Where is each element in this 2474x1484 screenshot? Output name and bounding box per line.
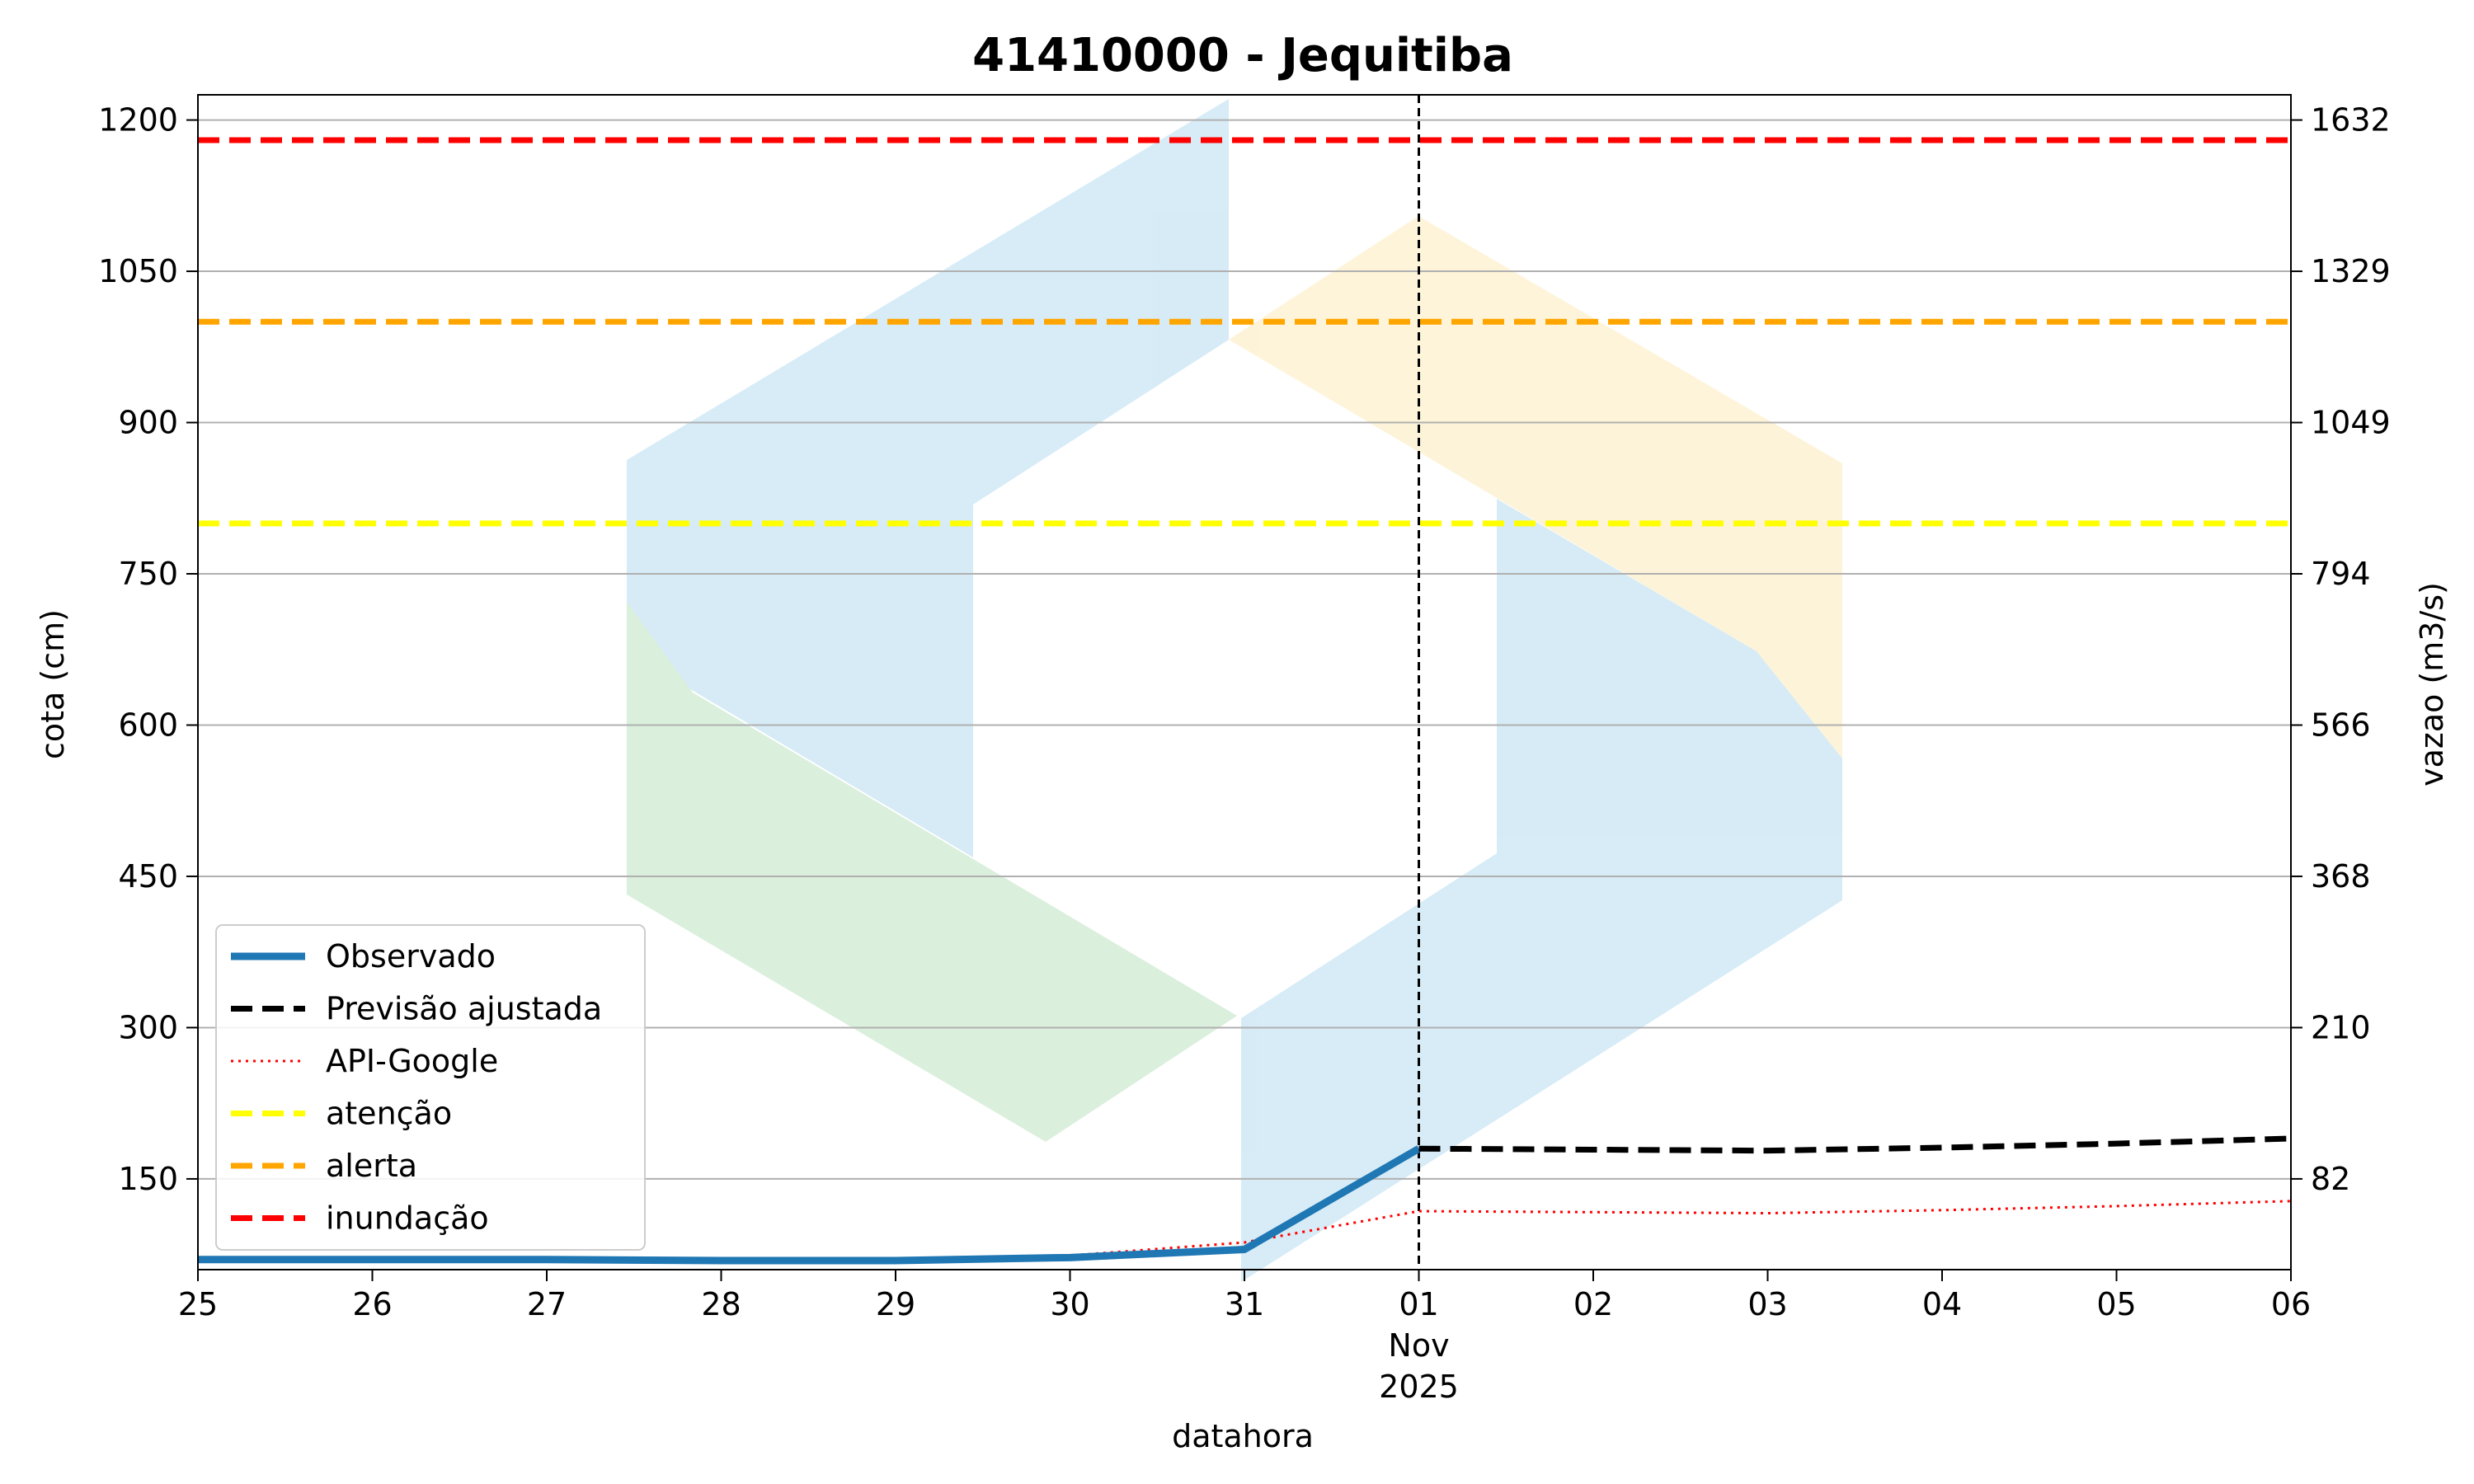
- x-tick-label: 28: [701, 1286, 741, 1322]
- x-axis-label: datahora: [1172, 1418, 1314, 1454]
- x-tick-label: 29: [876, 1286, 915, 1322]
- y-tick-label: 150: [118, 1161, 178, 1197]
- y-axis-right: 82 210 368 566 794 1049 1329 1632: [2291, 102, 2391, 1197]
- x-tick-label: 30: [1050, 1286, 1089, 1322]
- x-tick-sublabel: 2025: [1379, 1369, 1459, 1405]
- y-tick-label: 450: [118, 858, 178, 895]
- x-tick-label: 25: [178, 1286, 218, 1322]
- y-axis-left: 150 300 450 600 750 900 1050 1200: [98, 102, 198, 1197]
- y2-axis-label: vazao (m3/s): [2414, 582, 2450, 787]
- series-line: [1418, 1135, 2292, 1154]
- watermark-logo: [627, 99, 1842, 1282]
- series-line: [198, 1145, 1421, 1265]
- x-tick-label: 27: [527, 1286, 567, 1322]
- y2-tick-label: 82: [2311, 1161, 2350, 1197]
- y2-tick-label: 566: [2311, 707, 2371, 743]
- x-tick-sublabel: Nov: [1388, 1327, 1449, 1364]
- y2-tick-label: 1329: [2311, 253, 2391, 289]
- legend-entry: inundação: [326, 1200, 489, 1237]
- x-tick-label: 26: [352, 1286, 392, 1322]
- y-tick-label: 900: [118, 405, 178, 441]
- y2-tick-label: 210: [2311, 1009, 2371, 1045]
- x-tick-label: 06: [2271, 1286, 2311, 1322]
- x-tick-label: 02: [1573, 1286, 1613, 1322]
- legend-entry: atenção: [326, 1096, 452, 1132]
- x-tick-label: 31: [1225, 1286, 1264, 1322]
- y2-tick-label: 1632: [2311, 102, 2391, 139]
- y2-tick-label: 1049: [2311, 405, 2391, 441]
- y2-tick-label: 794: [2311, 556, 2371, 592]
- chart-title: 41410000 - Jequitiba: [972, 29, 1513, 82]
- legend-entry: API-Google: [326, 1043, 498, 1079]
- legend-box: [215, 924, 646, 1251]
- y-tick-label: 1200: [98, 102, 178, 139]
- y-tick-label: 1050: [98, 253, 178, 289]
- y-tick-label: 600: [118, 707, 178, 743]
- legend-entry: Observado: [326, 938, 496, 974]
- x-tick-label: 05: [2096, 1286, 2136, 1322]
- y2-tick-label: 368: [2311, 858, 2371, 895]
- series-layer: [198, 95, 2292, 1270]
- legend: Observado Previsão ajustada API-Google aten…: [215, 924, 646, 1251]
- legend-entry: alerta: [326, 1148, 417, 1184]
- x-tick-label: 04: [1922, 1286, 1962, 1322]
- x-tick-label: 03: [1747, 1286, 1787, 1322]
- series-line: [895, 1200, 2292, 1262]
- legend-entry: Previsão ajustada: [326, 991, 602, 1027]
- x-axis: 25 26 27 28 29 30 31 01 02 03 04 05 06 Nov 2025: [178, 1270, 2311, 1405]
- x-tick-label: 01: [1399, 1286, 1438, 1322]
- y-axis-label: cota (cm): [35, 609, 71, 759]
- y-tick-label: 300: [118, 1009, 178, 1045]
- y-tick-label: 750: [118, 556, 178, 592]
